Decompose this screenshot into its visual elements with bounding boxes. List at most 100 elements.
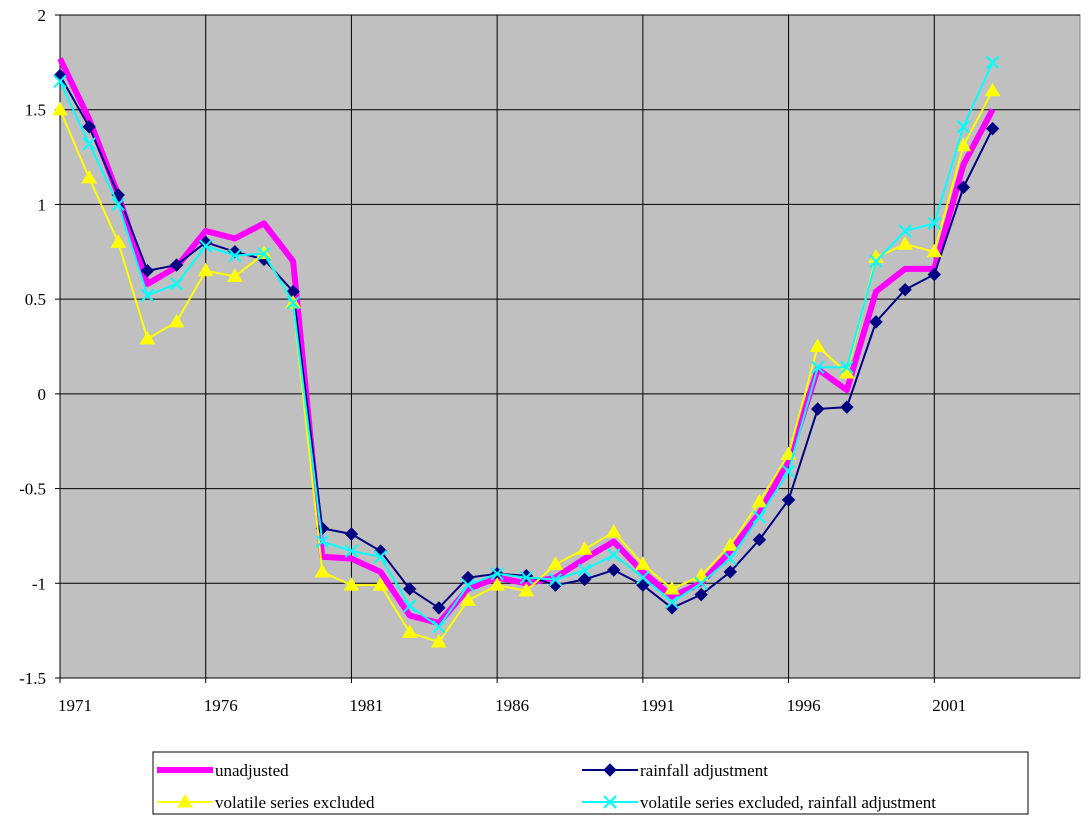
data-point xyxy=(985,121,1000,136)
legend-entry: rainfall adjustment xyxy=(582,761,768,780)
data-point xyxy=(752,510,767,524)
data-point xyxy=(751,493,768,508)
data-point xyxy=(927,216,941,231)
data-point xyxy=(226,268,243,282)
legend-label: volatile series excluded xyxy=(215,793,375,812)
y-tick-label: 2 xyxy=(38,6,47,25)
data-point xyxy=(984,82,1001,97)
data-point xyxy=(811,360,825,375)
data-point xyxy=(985,55,1000,70)
y-axis-ticks: 2 1.5 1 0.5 0 -0.5 -1 -1.5 xyxy=(19,6,60,688)
y-tick-label: 0.5 xyxy=(25,290,46,309)
legend-marker xyxy=(177,794,193,808)
legend-marker xyxy=(603,763,617,777)
data-point xyxy=(898,282,912,297)
x-tick-label: 2001 xyxy=(932,696,966,715)
data-point xyxy=(577,572,592,587)
series-layer xyxy=(52,55,1001,648)
data-point xyxy=(781,493,796,507)
data-point xyxy=(840,360,854,375)
data-point xyxy=(869,254,883,268)
data-point xyxy=(53,74,67,89)
data-point xyxy=(199,235,213,250)
data-point xyxy=(432,620,446,634)
legend: unadjusted rainfall adjustment volatile se… xyxy=(152,751,1029,815)
data-point xyxy=(956,120,971,134)
data-point xyxy=(956,180,971,195)
data-point xyxy=(372,577,389,591)
data-point xyxy=(432,601,446,615)
data-point xyxy=(461,570,475,585)
data-point xyxy=(373,550,388,564)
data-point xyxy=(547,556,564,570)
data-point xyxy=(430,634,447,648)
legend-label: rainfall adjustment xyxy=(640,761,768,780)
data-point xyxy=(809,338,826,352)
data-point xyxy=(869,315,883,329)
data-point xyxy=(694,587,708,602)
data-point xyxy=(169,277,184,291)
data-point xyxy=(344,527,359,541)
data-point xyxy=(664,580,680,595)
data-point xyxy=(228,248,242,263)
data-point xyxy=(344,544,359,558)
data-point xyxy=(840,400,854,414)
data-point xyxy=(518,582,535,597)
data-point xyxy=(286,296,300,310)
data-point xyxy=(665,595,679,609)
legend-entry: unadjusted xyxy=(157,761,289,780)
data-point xyxy=(636,578,650,592)
data-point xyxy=(752,533,767,547)
data-point xyxy=(314,563,331,578)
legend-entry: volatile series excluded, rainfall adjus… xyxy=(582,793,936,812)
y-tick-label: -1 xyxy=(32,574,46,593)
data-point xyxy=(82,120,96,134)
x-tick-label: 1971 xyxy=(58,696,92,715)
data-point xyxy=(81,169,98,184)
data-point xyxy=(140,264,155,278)
legend-marker xyxy=(603,795,617,809)
x-tick-label: 1976 xyxy=(204,696,238,715)
data-point xyxy=(811,402,825,416)
y-tick-label: -0.5 xyxy=(19,480,46,499)
data-point xyxy=(898,224,912,238)
data-point xyxy=(519,570,533,585)
data-point xyxy=(52,101,68,116)
data-point xyxy=(927,267,941,282)
data-point xyxy=(605,524,622,538)
data-point xyxy=(781,464,796,479)
data-point xyxy=(257,246,271,261)
data-point xyxy=(548,572,563,587)
data-point xyxy=(82,137,96,151)
data-point xyxy=(169,258,184,272)
data-point xyxy=(140,288,155,303)
y-tick-label: 1 xyxy=(38,195,47,214)
y-tick-label: 0 xyxy=(38,385,47,404)
data-point xyxy=(315,534,329,549)
data-point xyxy=(694,576,708,590)
data-point xyxy=(926,243,943,258)
data-point xyxy=(607,548,621,562)
y-tick-label: 1.5 xyxy=(25,101,46,120)
data-point xyxy=(403,599,417,613)
legend-label: volatile series excluded, rainfall adjus… xyxy=(640,793,936,812)
data-point xyxy=(722,537,739,551)
data-point xyxy=(723,565,737,579)
data-point xyxy=(723,551,737,566)
data-point xyxy=(607,563,621,577)
data-point xyxy=(489,577,506,591)
data-point xyxy=(460,592,476,606)
data-point xyxy=(461,578,475,592)
data-point xyxy=(955,137,972,152)
plot-area xyxy=(59,14,1081,679)
plot-background xyxy=(59,14,1081,679)
x-tick-label: 1986 xyxy=(495,696,529,715)
legend-box xyxy=(152,751,1029,815)
x-tick-label: 1981 xyxy=(349,696,383,715)
data-point xyxy=(576,541,593,555)
data-point xyxy=(199,239,213,253)
data-point xyxy=(343,577,360,591)
data-point xyxy=(634,556,651,570)
data-point xyxy=(403,582,417,596)
